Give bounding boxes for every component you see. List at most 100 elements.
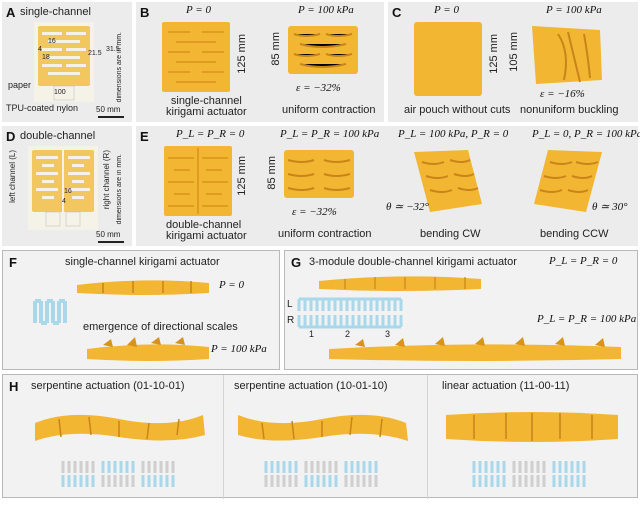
scales-label: emergence of directional scales <box>83 321 238 333</box>
height-label: 125 mm <box>236 156 248 196</box>
height-label: 125 mm <box>488 34 500 74</box>
pressure-label: P_L = P_R = 100 kPa <box>537 313 637 325</box>
panel-tag: G <box>291 255 302 270</box>
caption: bending CW <box>420 228 481 240</box>
panel-e: E P_L = P_R = 0 P_L = P_R = 100 kPa P_L … <box>136 126 640 246</box>
dimension-label: 31.5 <box>106 46 120 53</box>
case-caption: linear actuation (11-00-11) <box>442 380 570 392</box>
three-module-channel-diagram <box>297 297 407 329</box>
serpentine-pattern-icon <box>33 299 71 325</box>
angle-label: θ ≃ −32° <box>386 201 429 213</box>
serpentine-actuation-image <box>29 401 209 449</box>
actuator-scales-image <box>83 335 213 365</box>
panel-b: B P = 0 P = 100 kPa 125 mm single-channe… <box>136 2 384 122</box>
module-number: 2 <box>345 329 351 339</box>
panel-tag: F <box>9 255 17 270</box>
actuator-relaxed-image <box>160 20 232 94</box>
panel-tag: E <box>140 129 149 144</box>
double-actuator-contracted-image <box>282 148 356 200</box>
pressure-label: P = 0 <box>186 4 211 16</box>
scale-bar-label: 50 mm <box>96 105 121 114</box>
pressure-label: P = 100 kPa <box>546 4 602 16</box>
caption: uniform contraction <box>278 228 372 240</box>
panel-d: D double-channel left channel (L) right … <box>2 126 132 246</box>
bending-cw-image <box>404 146 488 216</box>
scale-bar-label: 50 mm <box>96 230 121 239</box>
pressure-label: P = 0 <box>434 4 459 16</box>
dimension-label: 18 <box>42 54 50 61</box>
three-module-flat-image <box>315 269 485 295</box>
panel-title: single-channel <box>20 6 91 18</box>
air-pouch-image <box>412 20 484 98</box>
bending-ccw-image <box>528 146 612 216</box>
three-module-actuated-image <box>325 335 625 365</box>
serpentine-actuation-image <box>232 401 412 449</box>
dimension-label: 16 <box>64 188 72 195</box>
panel-tag: H <box>9 379 19 394</box>
caption: air pouch without cuts <box>404 104 511 116</box>
dimension-label: 4 <box>62 198 66 205</box>
actuator-flat-image <box>73 273 213 299</box>
caption: uniform contraction <box>282 104 376 116</box>
caption: nonuniform buckling <box>520 104 619 116</box>
panel-title: double-channel <box>20 130 96 142</box>
panel-a: A single-channel 16 4 18 21.5 31.5 100 d… <box>2 2 132 122</box>
panel-tag: B <box>140 5 150 20</box>
scale-bar <box>98 116 124 118</box>
linear-actuation-image <box>440 401 624 449</box>
case-caption: serpentine actuation (10-01-10) <box>234 380 388 392</box>
nylon-label: TPU-coated nylon <box>6 103 79 113</box>
panel-h: H serpentine actuation (01-10-01) serpen… <box>2 374 638 499</box>
panel-c: C P = 0 P = 100 kPa 125 mm air pouch wit… <box>388 2 638 122</box>
dimension-note: dimensions are in mm. <box>116 154 123 225</box>
height-label: 125 mm <box>236 34 248 74</box>
angle-label: θ ≃ 30° <box>592 201 628 213</box>
actuation-case: serpentine actuation (10-01-10) <box>223 375 420 499</box>
actuation-case: linear actuation (11-00-11) <box>427 375 638 499</box>
panel-tag: A <box>6 5 16 20</box>
caption: double-channel kirigami actuator <box>166 219 247 242</box>
pressure-label: P = 0 <box>219 279 244 291</box>
channel-state-diagram <box>61 459 181 489</box>
panel-g: G 3-module double-channel kirigami actua… <box>284 250 638 370</box>
pressure-label: P_L = P_R = 100 kPa <box>280 128 380 140</box>
pressure-label: P = 100 kPa <box>298 4 354 16</box>
panel-tag: C <box>392 5 402 20</box>
actuator-contracted-image <box>286 24 360 76</box>
dimension-label: 100 <box>54 89 66 96</box>
module-number: 3 <box>385 329 391 339</box>
dimension-label: 16 <box>48 38 56 45</box>
module-number: 1 <box>309 329 315 339</box>
pressure-label: P = 100 kPa <box>211 343 267 355</box>
strain-label: ε = −16% <box>540 88 585 100</box>
strain-label: ε = −32% <box>292 206 337 218</box>
right-channel-label: right channel (R) <box>102 150 111 210</box>
pressure-label: P_L = 100 kPa, P_R = 0 <box>398 128 509 140</box>
strain-label: ε = −32% <box>296 82 341 94</box>
pressure-label: P_L = 0, P_R = 100 kPa <box>532 128 640 140</box>
dimension-label: 4 <box>38 46 42 53</box>
buckled-pouch-image <box>528 22 606 88</box>
caption: single-channel kirigami actuator <box>166 95 247 118</box>
panel-title: 3-module double-channel kirigami actuato… <box>309 256 517 268</box>
height-label: 85 mm <box>270 32 282 66</box>
caption: bending CCW <box>540 228 609 240</box>
left-channel-letter: L <box>287 299 293 310</box>
dimension-label: 21.5 <box>88 50 102 57</box>
dimension-note: dimensions are in mm. <box>116 32 123 103</box>
left-channel-label: left channel (L) <box>8 150 17 203</box>
double-channel-pattern-image <box>28 146 98 230</box>
case-caption: serpentine actuation (01-10-01) <box>31 380 185 392</box>
panel-title: single-channel kirigami actuator <box>65 256 220 268</box>
paper-label: paper <box>8 80 32 90</box>
single-channel-pattern-image <box>34 22 94 102</box>
actuation-case: serpentine actuation (01-10-01) <box>21 375 215 499</box>
panel-f: F single-channel kirigami actuator P = 0… <box>2 250 280 370</box>
height-label: 85 mm <box>266 156 278 190</box>
scale-bar <box>98 241 124 243</box>
pressure-label: P_L = P_R = 0 <box>176 128 245 140</box>
right-channel-letter: R <box>287 315 295 326</box>
channel-state-diagram <box>472 459 592 489</box>
height-label: 105 mm <box>508 32 520 72</box>
pressure-label: P_L = P_R = 0 <box>549 255 618 267</box>
